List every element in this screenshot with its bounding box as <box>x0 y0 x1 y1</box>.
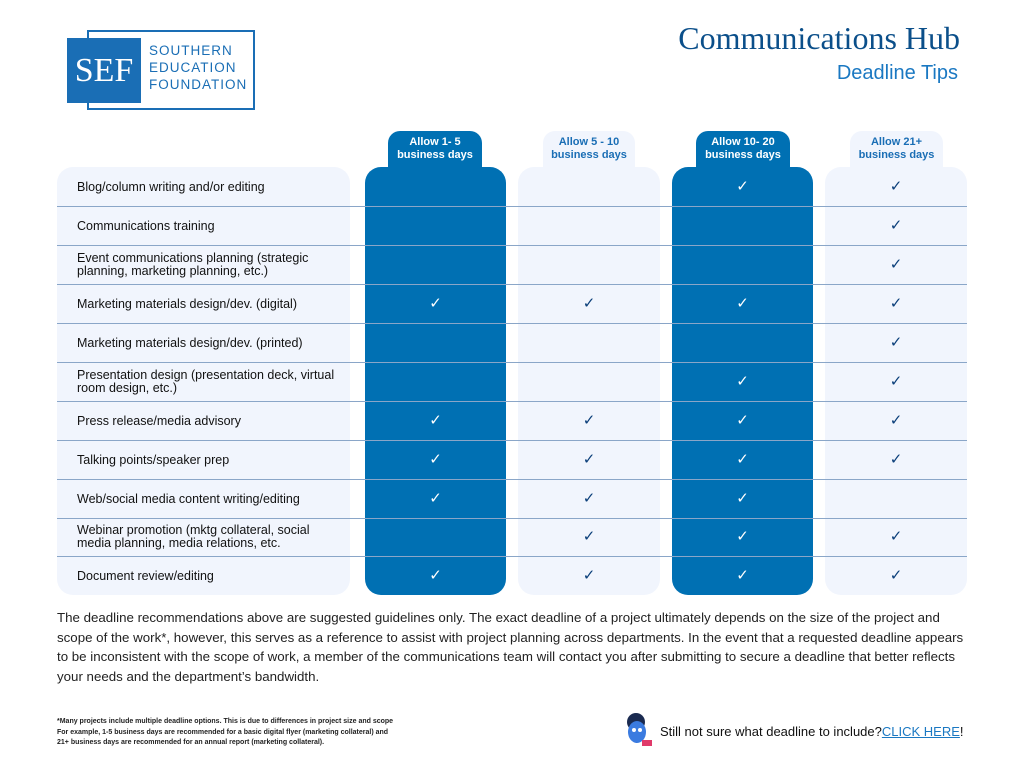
click-here-link[interactable]: CLICK HERE <box>881 723 960 739</box>
cta-end: ! <box>959 723 964 739</box>
checkmark-icon: ✓ <box>429 566 442 584</box>
checkmark-icon: ✓ <box>889 450 903 468</box>
checkmark-icon: ✓ <box>582 294 596 312</box>
disclaimer-paragraph: The deadline recommendations above are s… <box>57 610 964 684</box>
row-divider <box>57 401 967 402</box>
column-header-line: Allow 10- 20 <box>711 136 775 148</box>
checkmark-icon: ✓ <box>889 216 903 234</box>
checkmark-icon: ✓ <box>429 294 442 312</box>
row-label: Marketing materials design/dev. (digital… <box>77 296 298 311</box>
logo-text: SOUTHERN <box>149 43 233 58</box>
logo-abbr: SEF <box>67 38 141 103</box>
row-divider <box>57 323 967 324</box>
checkmark-icon: ✓ <box>889 333 903 351</box>
checkmark-icon: ✓ <box>889 255 903 273</box>
row-label: Webinar promotion (mktg collateral, soci… <box>77 523 310 550</box>
footnote-line: For example, 1-5 business days are recom… <box>57 728 389 736</box>
checkmark-icon: ✓ <box>429 411 442 429</box>
row-label: Document review/editing <box>77 568 214 583</box>
checkmark-icon: ✓ <box>736 528 749 545</box>
column-header: Allow 1- 5 business days <box>388 131 482 169</box>
checkmark-icon: ✓ <box>889 177 903 195</box>
checkmark-icon: ✓ <box>429 450 442 468</box>
row-divider <box>57 556 967 557</box>
row-label: Event communications planning (strategic… <box>77 250 309 278</box>
character-illustration-icon <box>627 713 652 746</box>
sef-logo: SEF SOUTHERN EDUCATION FOUNDATION <box>67 30 255 110</box>
logo-text: EDUCATION <box>149 60 237 75</box>
column-header: Allow 21+ business days <box>850 131 943 169</box>
help-cta: Still not sure what deadline to include?… <box>622 712 964 750</box>
column-header-line: business days <box>858 149 935 161</box>
row-divider <box>57 518 967 519</box>
logo-text: FOUNDATION <box>149 77 248 92</box>
row-label: Presentation design (presentation deck, … <box>77 367 335 395</box>
checkmark-icon: ✓ <box>582 450 596 468</box>
checkmark-icon: ✓ <box>889 566 903 584</box>
column-header: Allow 10- 20 business days <box>696 131 790 169</box>
column-header-line: Allow 21+ <box>870 136 923 148</box>
row-label: Communications training <box>77 218 215 233</box>
column-header-line: Allow 5 - 10 <box>558 136 620 148</box>
cta-text: Still not sure what deadline to include? <box>660 723 882 739</box>
row-label: Blog/column writing and/or editing <box>77 179 265 194</box>
checkmark-icon: ✓ <box>582 411 596 429</box>
column-header: Allow 5 - 10 business days <box>543 131 635 169</box>
row-divider <box>57 284 967 285</box>
checkmark-icon: ✓ <box>736 566 749 584</box>
footnote: *Many projects include multiple deadline… <box>57 717 393 749</box>
row-divider <box>57 362 967 363</box>
row-label: Web/social media content writing/editing <box>77 491 300 506</box>
page-title: Communications Hub <box>678 20 960 56</box>
column-2 <box>518 167 660 595</box>
row-divider <box>57 245 967 246</box>
row-divider <box>57 479 967 480</box>
row-label: Press release/media advisory <box>77 413 241 428</box>
column-header-line: Allow 1- 5 <box>409 136 461 148</box>
footnote-line: 21+ business days are recommended for an… <box>57 739 325 746</box>
checkmark-icon: ✓ <box>582 528 596 545</box>
checkmark-icon: ✓ <box>582 566 596 584</box>
row-label: Talking points/speaker prep <box>77 452 230 467</box>
checkmark-icon: ✓ <box>736 489 749 507</box>
checkmark-icon: ✓ <box>889 411 903 429</box>
checkmark-icon: ✓ <box>889 372 903 390</box>
checkmark-icon: ✓ <box>889 528 903 545</box>
row-divider <box>57 440 967 441</box>
column-header-line: business days <box>397 149 473 161</box>
checkmark-icon: ✓ <box>582 489 596 507</box>
checkmark-icon: ✓ <box>736 450 749 468</box>
page-subtitle: Deadline Tips <box>836 62 958 84</box>
row-divider <box>57 206 967 207</box>
column-header-line: business days <box>705 149 781 161</box>
column-3 <box>672 167 813 595</box>
footnote-line: *Many projects include multiple deadline… <box>57 718 394 725</box>
checkmark-icon: ✓ <box>736 177 749 195</box>
column-4 <box>825 167 967 595</box>
label-column <box>57 167 350 595</box>
checkmark-icon: ✓ <box>736 411 749 429</box>
checkmark-icon: ✓ <box>429 489 442 507</box>
checkmark-icon: ✓ <box>736 372 749 390</box>
column-header-line: business days <box>551 149 627 161</box>
row-label: Marketing materials design/dev. (printed… <box>77 335 303 350</box>
checkmark-icon: ✓ <box>736 294 749 312</box>
column-1 <box>365 167 506 595</box>
checkmark-icon: ✓ <box>889 294 903 312</box>
